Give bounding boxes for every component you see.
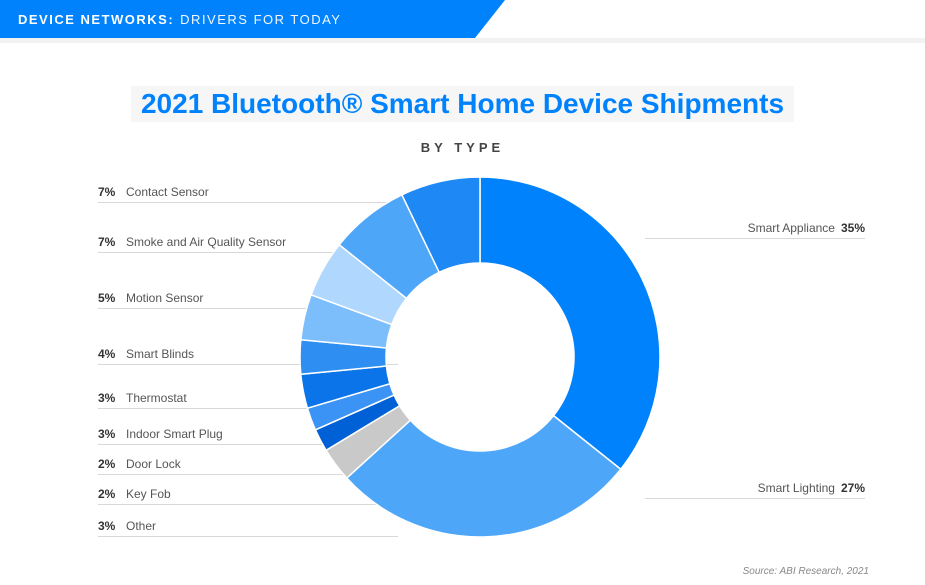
label-name: Smoke and Air Quality Sensor [126, 235, 286, 249]
header-light: DRIVERS FOR TODAY [180, 12, 341, 27]
label-name: Other [126, 519, 156, 533]
label-pct: 2% [98, 457, 126, 471]
label-pct: 35% [841, 221, 865, 235]
label-pct: 27% [841, 481, 865, 495]
label-pct: 7% [98, 185, 126, 199]
label-row-right: Smart Lighting 27% [645, 473, 865, 499]
label-name: Thermostat [126, 391, 187, 405]
header-strong: DEVICE NETWORKS: [18, 12, 174, 27]
label-name: Door Lock [126, 457, 181, 471]
label-name: Motion Sensor [126, 291, 203, 305]
label-pct: 3% [98, 519, 126, 533]
header-ribbon: DEVICE NETWORKS: DRIVERS FOR TODAY [0, 0, 475, 38]
label-pct: 3% [98, 391, 126, 405]
donut-slice [480, 177, 660, 469]
label-name: Smart Blinds [126, 347, 194, 361]
chart-subtitle: BY TYPE [0, 140, 925, 155]
chart-area: 7%Contact Sensor7%Smoke and Air Quality … [0, 165, 925, 585]
header-track [0, 38, 925, 43]
label-pct: 2% [98, 487, 126, 501]
label-pct: 3% [98, 427, 126, 441]
chart-title: 2021 Bluetooth® Smart Home Device Shipme… [131, 86, 794, 122]
label-name: Contact Sensor [126, 185, 209, 199]
label-name: Key Fob [126, 487, 171, 501]
label-name: Smart Appliance [748, 221, 835, 235]
label-row-right: Smart Appliance 35% [645, 213, 865, 239]
label-name: Smart Lighting [758, 481, 835, 495]
source-text: Source: ABI Research, 2021 [743, 566, 869, 577]
label-pct: 7% [98, 235, 126, 249]
donut-chart [300, 177, 660, 537]
label-pct: 4% [98, 347, 126, 361]
label-name: Indoor Smart Plug [126, 427, 223, 441]
label-pct: 5% [98, 291, 126, 305]
